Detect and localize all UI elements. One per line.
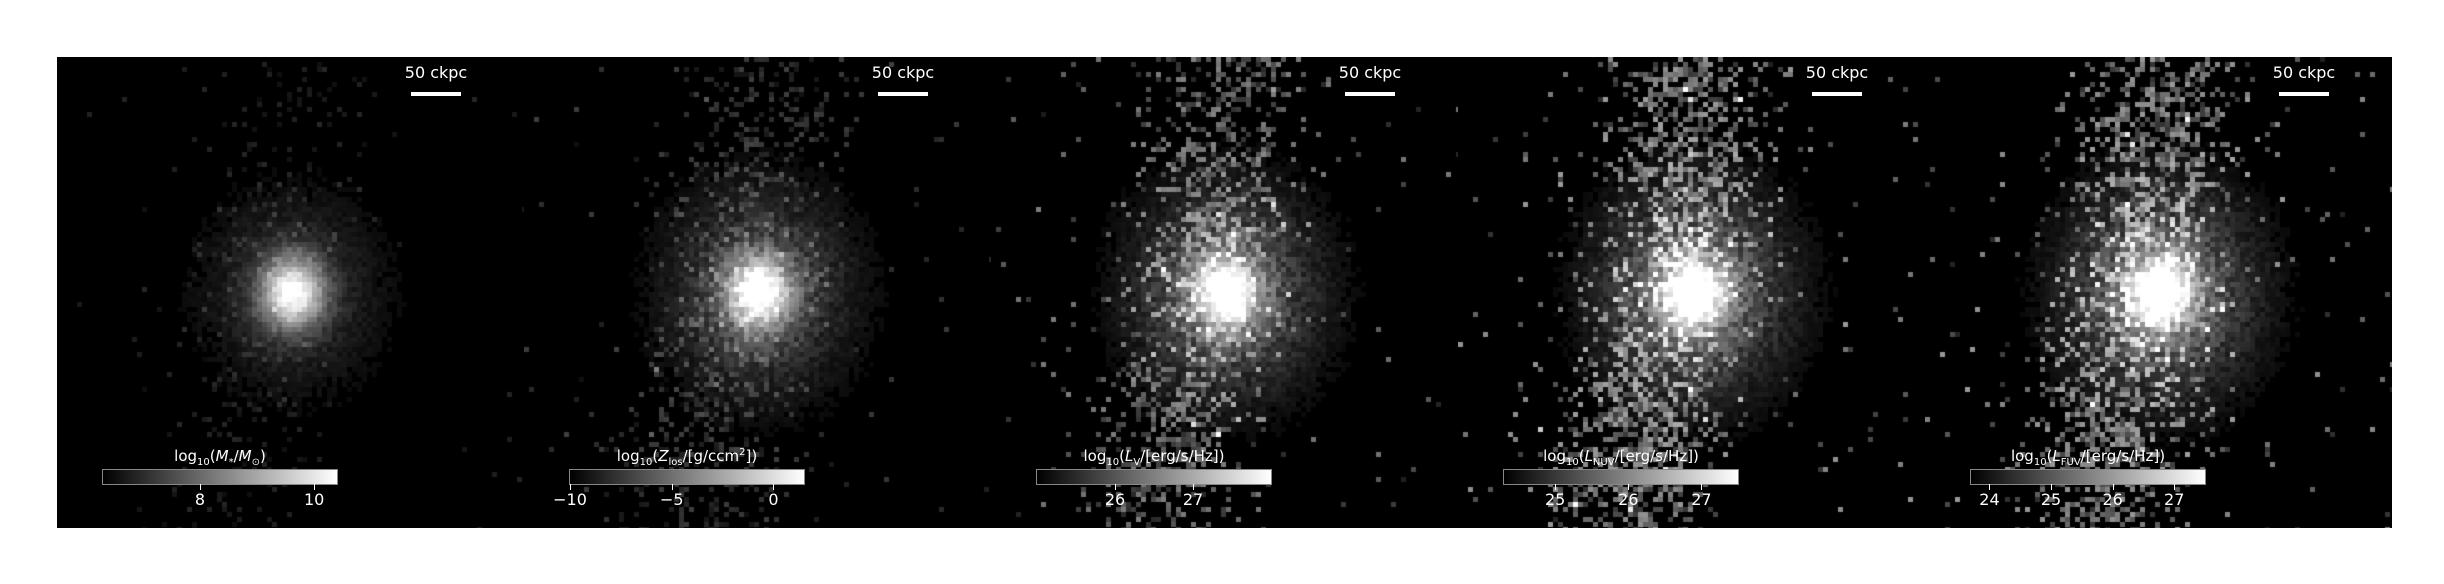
colorbar-tick: [570, 484, 571, 490]
colorbar-tick-label: 10: [303, 490, 325, 509]
galaxy-image: [1458, 57, 1925, 528]
scalebar-label: 50 ckpc: [871, 63, 935, 82]
colorbar-label: log10(M*/M⊙): [174, 447, 266, 468]
scalebar-line: [878, 92, 928, 96]
colorbar-tick: [2051, 484, 2053, 490]
colorbar-tick-label: 27: [2164, 490, 2185, 509]
colorbar-tick: [671, 484, 673, 490]
colorbar-tick: [200, 484, 202, 490]
colorbar-tick: [2174, 484, 2176, 490]
colorbar: [569, 469, 805, 485]
scalebar-line: [2279, 92, 2329, 96]
colorbar-label: log10(LFUV/[erg/s/Hz]): [2010, 447, 2166, 468]
colorbar-tick-label: 26: [2102, 490, 2123, 509]
colorbar-tick-label: 8: [194, 490, 206, 509]
galaxy-image: [991, 57, 1458, 528]
colorbar-label: log10(LV/[erg/s/Hz]): [1083, 447, 1225, 468]
scalebar-label: 50 ckpc: [1805, 63, 1869, 82]
colorbar-tick: [314, 484, 316, 490]
map-panel-4: 50 ckpc log10(LNUV/[erg/s/Hz]) 25 26 27: [1458, 57, 1925, 528]
colorbar: [102, 469, 338, 485]
galaxy-maps-figure: 50 ckpc log10(M*/M⊙) 8 10 50 ckpc log10(Zlos/…: [57, 57, 2392, 528]
colorbar-tick: [1628, 484, 1630, 490]
scalebar-line: [1812, 92, 1862, 96]
colorbar-tick-label: 26: [1618, 490, 1639, 509]
colorbar-tick-label: −10: [553, 490, 587, 509]
colorbar-label: log10(LNUV/[erg/s/Hz]): [1543, 447, 1699, 468]
map-panel-1: 50 ckpc log10(M*/M⊙) 8 10: [57, 57, 524, 528]
map-panel-2: 50 ckpc log10(Zlos/[g/ccm2]) −10 −5 0: [524, 57, 991, 528]
colorbar-tick: [1555, 484, 1557, 490]
colorbar-tick-label: 25: [2040, 490, 2062, 509]
colorbar-tick-label: 27: [1182, 490, 1204, 509]
scalebar-line: [411, 92, 461, 96]
colorbar-tick-label: −5: [659, 490, 684, 509]
scalebar-line: [1345, 92, 1395, 96]
colorbar-label: log10(Zlos/[g/ccm2]): [616, 447, 758, 468]
colorbar-tick: [1193, 484, 1194, 490]
galaxy-image: [1925, 57, 2392, 528]
scalebar-label: 50 ckpc: [1338, 63, 1402, 82]
colorbar-tick-label: 25: [1545, 490, 1566, 509]
colorbar: [1970, 469, 2206, 485]
colorbar-tick-label: 27: [1691, 490, 1712, 509]
galaxy-image: [524, 57, 991, 528]
map-panel-3: 50 ckpc log10(LV/[erg/s/Hz]) 26 27: [991, 57, 1458, 528]
colorbar-tick: [1115, 484, 1116, 490]
galaxy-image: [57, 57, 524, 528]
scalebar-label: 50 ckpc: [404, 63, 468, 82]
colorbar-tick: [1701, 484, 1703, 490]
scalebar-label: 50 ckpc: [2272, 63, 2336, 82]
colorbar-tick-label: 0: [768, 490, 779, 509]
colorbar: [1503, 469, 1739, 485]
colorbar-tick-label: 24: [1979, 490, 2000, 509]
map-panel-5: 50 ckpc log10(LFUV/[erg/s/Hz]) 24 25 26 27: [1925, 57, 2392, 528]
colorbar-tick-label: 26: [1104, 490, 1126, 509]
colorbar: [1036, 469, 1272, 485]
colorbar-tick: [1989, 484, 1991, 490]
colorbar-tick: [2112, 484, 2114, 490]
colorbar-tick: [773, 484, 775, 490]
